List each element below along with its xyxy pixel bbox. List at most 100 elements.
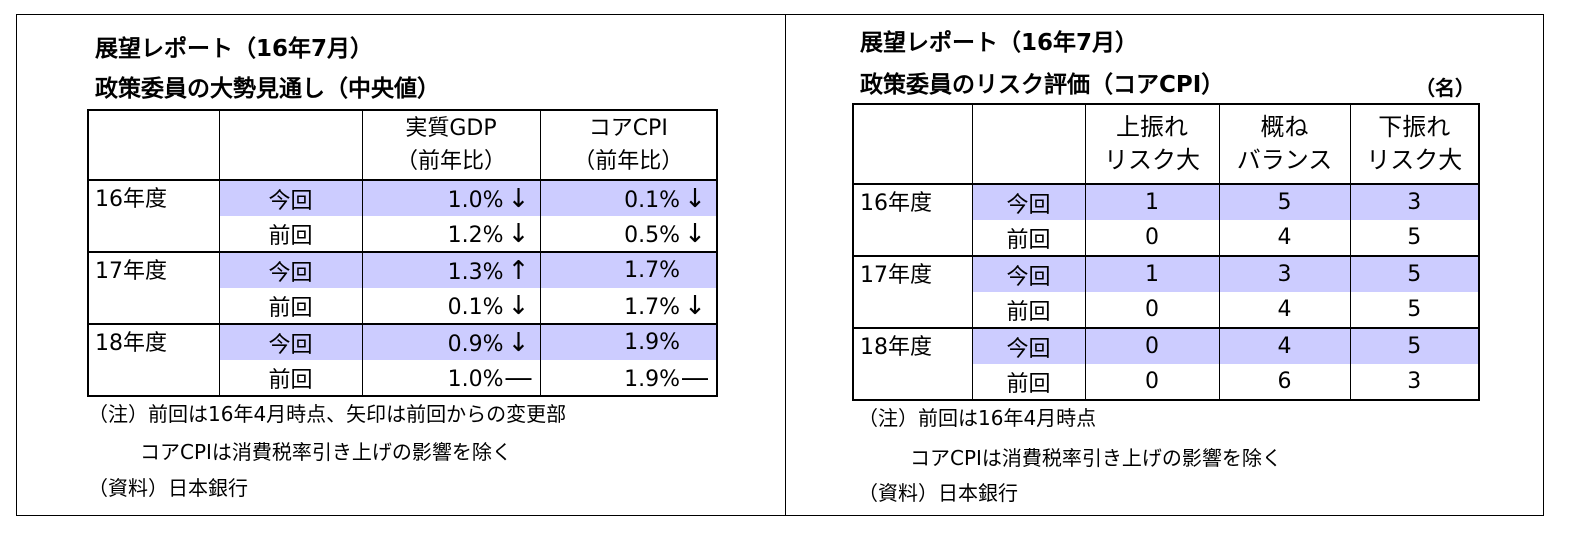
- label-cell: 前回: [972, 292, 1086, 329]
- cpi-value: 1.7%: [624, 258, 680, 283]
- gdp-cell: 1.0% ↓: [362, 180, 541, 216]
- header-empty: [972, 104, 1086, 185]
- upside-cell: 1: [1085, 256, 1220, 292]
- cpi-cell: 0.5% ↓: [540, 216, 717, 253]
- header-line2: （前年比）: [573, 149, 684, 174]
- arrow-down-icon: ↓: [507, 327, 530, 358]
- table-row: 17年度 今回 1 3 5: [853, 256, 1479, 329]
- header-line2: リスク大: [1104, 146, 1200, 174]
- downside-cell: 5: [1350, 256, 1479, 292]
- upside-cell: 0: [1085, 328, 1220, 364]
- label-cell: 前回: [219, 360, 363, 396]
- header-core-cpi: コアCPI （前年比）: [540, 110, 717, 181]
- label-cell: 今回: [972, 256, 1086, 292]
- table-row: 前回 0 4 5: [853, 292, 1479, 329]
- gdp-value: 1.0%: [447, 187, 504, 213]
- gdp-cell: 1.3% ↑: [362, 252, 541, 288]
- outlook-table: 実質GDP （前年比） コアCPI （前年比） 16年度 今回 1.0% ↓ 0.…: [87, 109, 718, 397]
- gdp-value: 1.0%: [447, 366, 504, 392]
- label-cell: 今回: [972, 328, 1086, 364]
- year-cell: 16年度: [88, 180, 220, 253]
- cpi-cell: 1.7% ↓: [540, 288, 717, 325]
- upside-cell: 0: [1085, 292, 1220, 329]
- header-line1: コアCPI: [588, 116, 668, 141]
- balanced-cell: 3: [1219, 256, 1351, 292]
- balanced-cell: 4: [1219, 292, 1351, 329]
- downside-cell: 3: [1350, 184, 1479, 220]
- header-empty: [219, 110, 363, 181]
- table-row: 前回 1.0%― 1.9%―: [88, 360, 717, 396]
- header-line1: 上振れ: [1116, 113, 1188, 141]
- left-note1: （注）前回は16年4月時点、矢印は前回からの変更部: [88, 402, 567, 426]
- gdp-value: 1.3%: [447, 259, 504, 285]
- header-line2: （前年比）: [395, 149, 506, 174]
- header-empty: [853, 104, 973, 185]
- upside-cell: 1: [1085, 184, 1220, 220]
- cpi-value: 1.7%: [624, 294, 680, 320]
- label-cell: 前回: [972, 220, 1086, 257]
- downside-cell: 5: [1350, 220, 1479, 257]
- left-title-line2: 政策委員の大勢見通し（中央値）: [95, 76, 440, 102]
- year-cell: 17年度: [853, 256, 973, 329]
- cpi-cell: 1.9%―: [540, 360, 717, 396]
- balanced-cell: 4: [1219, 328, 1351, 364]
- year-cell: 18年度: [853, 328, 973, 400]
- left-source: （資料）日本銀行: [88, 476, 248, 500]
- dash-icon: ―: [505, 362, 532, 393]
- upside-cell: 0: [1085, 220, 1220, 257]
- table-row: 前回 1.2% ↓ 0.5% ↓: [88, 216, 717, 253]
- balanced-cell: 4: [1219, 220, 1351, 257]
- upside-cell: 0: [1085, 364, 1220, 400]
- arrow-down-icon: ↓: [684, 218, 706, 249]
- cpi-value: 1.9%: [624, 366, 680, 392]
- header-balanced: 概ね バランス: [1219, 104, 1351, 185]
- right-source: （資料）日本銀行: [858, 481, 1018, 505]
- label-cell: 前回: [972, 364, 1086, 400]
- right-title-line2: 政策委員のリスク評価（コアCPI）: [860, 72, 1225, 98]
- downside-cell: 5: [1350, 328, 1479, 364]
- year-cell: 18年度: [88, 324, 220, 396]
- cpi-value: 0.1%: [624, 187, 680, 213]
- right-title-line1: 展望レポート（16年7月）: [860, 30, 1139, 56]
- outer-frame: [16, 14, 1544, 516]
- table-row: 前回 0 4 5: [853, 220, 1479, 257]
- panel-divider: [785, 14, 786, 516]
- cpi-cell: 1.7%: [540, 252, 717, 288]
- arrow-down-icon: ↓: [684, 290, 706, 321]
- table-row: 前回 0.1% ↓ 1.7% ↓: [88, 288, 717, 325]
- outlook-header-row: 実質GDP （前年比） コアCPI （前年比）: [88, 110, 717, 181]
- label-cell: 今回: [972, 184, 1086, 220]
- label-cell: 今回: [219, 180, 363, 216]
- downside-cell: 5: [1350, 292, 1479, 329]
- left-title-line1: 展望レポート（16年7月）: [95, 36, 374, 62]
- gdp-cell: 1.2% ↓: [362, 216, 541, 253]
- header-line1: 概ね: [1260, 113, 1309, 141]
- table-row: 16年度 今回 1 5 3: [853, 184, 1479, 257]
- header-upside-risk: 上振れ リスク大: [1085, 104, 1220, 185]
- label-cell: 前回: [219, 288, 363, 325]
- header-downside-risk: 下振れ リスク大: [1350, 104, 1479, 185]
- unit-label: （名）: [1415, 76, 1475, 100]
- downside-cell: 3: [1407, 369, 1422, 394]
- label-cell: 前回: [219, 216, 363, 253]
- table-row: 16年度 今回 1.0% ↓ 0.1% ↓: [88, 180, 717, 253]
- header-line1: 下振れ: [1378, 113, 1451, 141]
- dash-icon: ―: [682, 362, 708, 393]
- year-cell: 16年度: [853, 184, 973, 257]
- arrow-down-icon: ↓: [507, 218, 530, 249]
- table-row: 前回 0 6 3: [853, 364, 1479, 400]
- gdp-value: 0.1%: [447, 294, 504, 320]
- arrow-down-icon: ↓: [507, 183, 530, 214]
- gdp-value: 0.9%: [447, 331, 504, 357]
- right-note2: コアCPIは消費税率引き上げの影響を除く: [910, 446, 1282, 470]
- label-cell: 今回: [219, 252, 363, 288]
- header-line2: バランス: [1236, 146, 1333, 174]
- table-row: 18年度 今回 0 4 5: [853, 328, 1479, 400]
- header-real-gdp: 実質GDP （前年比）: [362, 110, 541, 181]
- gdp-cell: 1.0%―: [362, 360, 541, 396]
- cpi-cell: 0.1% ↓: [540, 180, 717, 216]
- header-line2: リスク大: [1366, 146, 1463, 174]
- table-row: 18年度 今回 0.9% ↓ 1.9%: [88, 324, 717, 396]
- cpi-value: 0.5%: [624, 222, 680, 248]
- header-line1: 実質GDP: [405, 116, 497, 141]
